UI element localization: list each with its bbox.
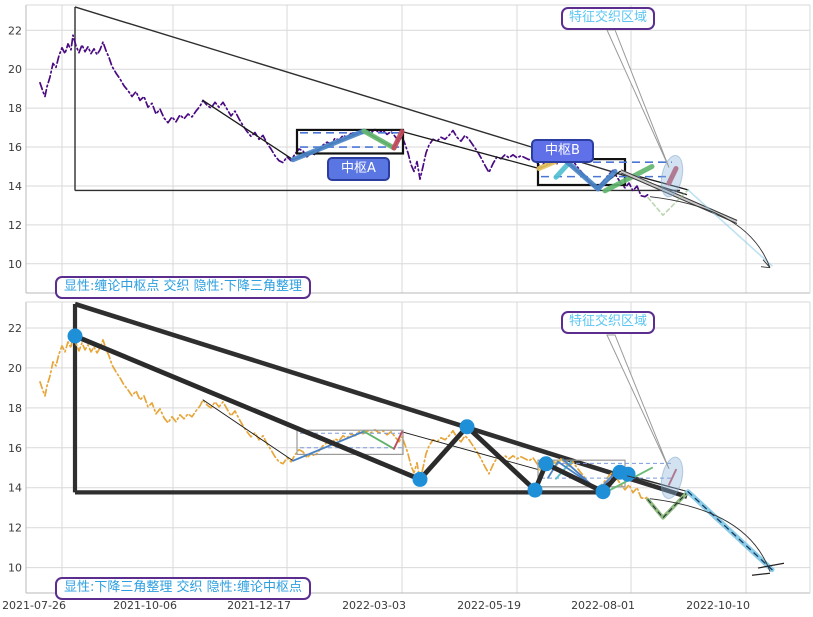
y-tick-label: 20 (8, 362, 22, 375)
end-tick-2 (751, 572, 771, 576)
x-tick-label: 2022-08-01 (571, 599, 635, 612)
chan-colored-segment (668, 468, 677, 486)
blue-drop-dash-overlay (687, 491, 773, 571)
y-tick-label: 12 (8, 522, 22, 535)
caption-top-panel: 显性:缠论中枢点 交织 隐性:下降三角整理 (55, 276, 312, 299)
chan-colored-segment (602, 164, 655, 194)
y-tick-label: 16 (8, 141, 22, 154)
y-tick-label: 10 (8, 562, 22, 575)
interweave-highlight-ellipse (660, 155, 684, 198)
y-tick-label: 14 (8, 482, 22, 495)
chan-colored-segment (290, 128, 367, 163)
y-tick-label: 22 (8, 24, 22, 37)
tail-curve (649, 196, 771, 268)
feature-interweave-callout-top: 特征交织区域 (561, 7, 656, 30)
chan-colored-segment (666, 166, 679, 186)
x-tick-label: 2022-03-03 (342, 599, 406, 612)
x-tick-label: 2021-07-26 (2, 599, 66, 612)
interweave-highlight-ellipse (660, 456, 684, 499)
triangle-top-line (74, 6, 688, 196)
swing-point-dot (67, 328, 83, 344)
x-tick-label: 2022-10-10 (686, 599, 750, 612)
channel-fill (620, 169, 738, 224)
pivot-box-a (295, 128, 405, 155)
y-tick-label: 10 (8, 258, 22, 271)
tail-curve (649, 498, 771, 572)
blue-thin-zigzag (547, 460, 594, 487)
x-tick-label: 2021-10-06 (113, 599, 177, 612)
swing-point-dot (620, 466, 636, 482)
chan-colored-segment (363, 430, 395, 450)
y-tick-label: 18 (8, 102, 22, 115)
tail-arrowhead (760, 266, 771, 269)
end-tick-1 (757, 562, 785, 569)
y-tick-label: 12 (8, 219, 22, 232)
y-tick-label: 16 (8, 442, 22, 455)
chan-colored-segment (560, 155, 601, 192)
thin-connector (626, 475, 689, 493)
feature-interweave-callout-bottom: 特征交织区域 (561, 311, 656, 334)
green-zigzag-dash-overlay (647, 491, 689, 519)
x-tick-label: 2021-12-17 (227, 599, 291, 612)
price-line-orange (39, 332, 650, 500)
caption-bottom-panel: 显性:下降三角整理 交织 隐性:缠论中枢点 (55, 577, 312, 600)
pivot-a-label: 中枢A (327, 157, 390, 181)
swing-point-dot (595, 484, 611, 500)
y-tick-label: 14 (8, 180, 22, 193)
callout-pointer (606, 29, 670, 168)
chan-colored-segment (391, 129, 405, 151)
green-dashed-zigzag (647, 189, 689, 216)
channel-line-upper (620, 169, 738, 221)
pivot-box-a (296, 429, 404, 455)
chan-colored-segment (393, 430, 403, 450)
swing-point-dot (459, 419, 475, 435)
pivot-b-label: 中枢B (531, 139, 594, 163)
chan-colored-segment (595, 168, 618, 192)
blue-dashed-drop (687, 189, 773, 267)
swing-point-dot (527, 482, 543, 498)
tail-arrowhead (762, 259, 771, 268)
y-tick-label: 18 (8, 402, 22, 415)
chan-colored-segment (292, 430, 365, 462)
triangle-top-line (74, 301, 688, 499)
y-tick-label: 20 (8, 63, 22, 76)
x-tick-label: 2022-05-19 (457, 599, 521, 612)
swing-point-dot (538, 456, 554, 472)
chan-colored-segment (361, 128, 397, 151)
y-tick-label: 22 (8, 322, 22, 335)
chan-segment-thin-line (202, 99, 689, 191)
blue-dashed-drop (685, 489, 775, 573)
swing-point-dot (412, 471, 428, 487)
callout-pointer (606, 334, 670, 470)
